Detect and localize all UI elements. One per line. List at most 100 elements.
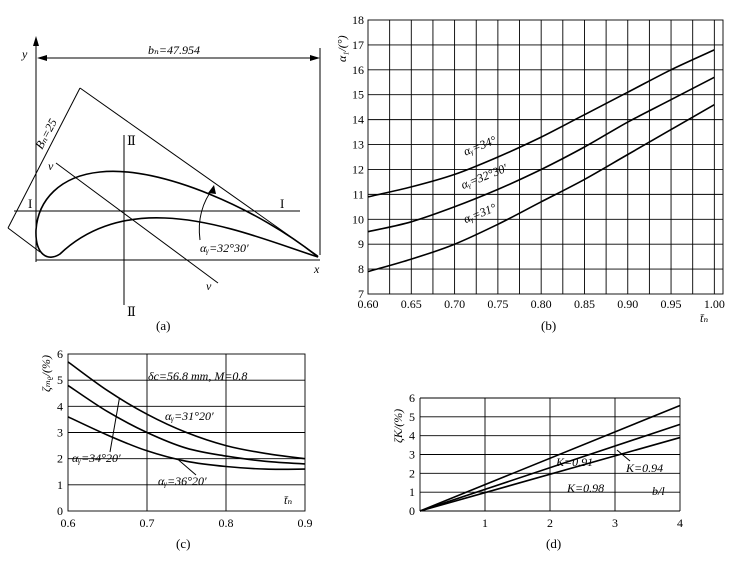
y-tick-label: 0 — [57, 504, 63, 518]
series-line — [419, 404, 681, 512]
section-II-top-label: Ⅱ — [127, 133, 136, 148]
y-tick-label: 1 — [409, 485, 415, 499]
x-tick-label: 0.7 — [140, 516, 155, 530]
x-tick-label: 3 — [612, 516, 618, 530]
B-dimension-line — [7, 87, 81, 229]
series-leader — [178, 459, 197, 476]
x-tick-label: 0.9 — [298, 516, 313, 530]
series-label: αᵧ=31°20′ — [165, 409, 214, 423]
series-leader — [616, 449, 631, 462]
v-top-label: v — [48, 159, 54, 173]
y-tick-label: 12 — [352, 162, 364, 176]
panel-b-xlabel: t̄ₙ — [700, 311, 708, 325]
series-line — [367, 104, 715, 273]
section-II-bottom-label: Ⅱ — [127, 304, 136, 319]
x-axis-label: x — [313, 262, 320, 276]
series-label: αᵧ=31° — [461, 200, 498, 226]
x-tick-label: 0.85 — [574, 297, 595, 311]
x-tick-label: 0.65 — [401, 297, 422, 311]
b-dimension-label: bₙ=47.954 — [148, 43, 200, 57]
x-tick-label: 0.6 — [61, 516, 76, 530]
y-tick-label: 15 — [352, 88, 364, 102]
y-axis-arrow-icon — [33, 36, 39, 46]
series-line — [419, 423, 681, 512]
y-tick-label: 5 — [57, 373, 63, 387]
series-label: αᵧ=34° — [461, 133, 498, 159]
panel-c: αᵧ=34°20′ αᵧ=31°20′ αᵧ=36°20′ 0.6 0.7 0.8 0.9… — [39, 347, 313, 551]
y-tick-label: 11 — [352, 187, 364, 201]
panel-d-series: K=0.91 K=0.94K=0.98 — [419, 404, 681, 512]
panel-b: αᵧ=34°αᵧ=32°30′αᵧ=31° 0.60 0.65 0.70 0.75 0.… — [335, 13, 725, 333]
y-tick-label: 6 — [409, 391, 415, 405]
section-I-left-label: I — [28, 196, 32, 211]
series-line — [67, 361, 306, 460]
panel-b-caption: (b) — [541, 318, 556, 333]
y-tick-label: 18 — [352, 13, 364, 27]
x-tick-label: 0.95 — [661, 297, 682, 311]
panel-c-caption: (c) — [176, 536, 190, 551]
panel-c-note: δc=56.8 mm, M=0.8 — [148, 369, 247, 383]
series-line — [67, 384, 306, 465]
b-arrow-right-icon — [310, 55, 320, 61]
panel-d-xlabel: b/l — [652, 484, 665, 498]
y-tick-label: 2 — [57, 452, 63, 466]
panel-d-grid — [419, 397, 681, 512]
B-extension-lower — [7, 227, 41, 253]
y-tick-label: 4 — [57, 399, 63, 413]
series-label: K=0.98 — [566, 481, 604, 495]
panel-a: y x bₙ=47.954 Bₙ=25 I I Ⅱ Ⅱ v v αᵧ=32°30… — [7, 36, 321, 333]
x-tick-label: 0.60 — [358, 297, 379, 311]
y-tick-label: 14 — [352, 113, 364, 127]
x-tick-label: 4 — [677, 516, 683, 530]
b-arrow-left-icon — [37, 55, 47, 61]
y-tick-label: 16 — [352, 63, 364, 77]
x-tick-label: 2 — [547, 516, 553, 530]
y-tick-label: 7 — [358, 287, 364, 301]
x-tick-label: 0.90 — [617, 297, 638, 311]
section-I-right-label: I — [280, 196, 284, 211]
panel-c-xlabel: t̄ₙ — [284, 493, 292, 507]
y-tick-label: 13 — [352, 138, 364, 152]
panel-a-caption: (a) — [156, 318, 170, 333]
x-tick-label: 0.75 — [487, 297, 508, 311]
series-leader — [109, 398, 120, 453]
panel-c-ticks: 0.6 0.7 0.8 0.9 0 1 2 3 4 5 6 — [57, 347, 313, 530]
panel-d-ticks: 1 2 3 4 0 1 2 3 4 5 6 — [409, 391, 683, 530]
series-label: αᵧ=34°20′ — [72, 451, 121, 465]
series-line — [67, 416, 306, 471]
panel-c-ylabel: ζₘᵨ/(%) — [39, 355, 53, 392]
panel-b-frame — [367, 19, 724, 295]
y-tick-label: 8 — [358, 262, 364, 276]
y-tick-label: 6 — [57, 347, 63, 361]
series-line — [367, 76, 715, 233]
y-tick-label: 17 — [352, 38, 364, 52]
y-tick-label: 2 — [409, 466, 415, 480]
y-axis-label: y — [21, 47, 28, 61]
y-tick-label: 1 — [57, 478, 63, 492]
panel-d-ylabel: ζK/(%) — [391, 409, 405, 443]
y-tick-label: 9 — [358, 237, 364, 251]
panel-c-series: αᵧ=34°20′ αᵧ=31°20′ αᵧ=36°20′ — [67, 361, 306, 488]
x-tick-label: 1.00 — [704, 297, 725, 311]
y-tick-label: 3 — [57, 426, 63, 440]
angle-arrow-icon — [208, 185, 216, 194]
v-line — [55, 162, 219, 284]
series-label: αᵧ=36°20′ — [158, 474, 207, 488]
y-tick-label: 5 — [409, 410, 415, 424]
y-tick-label: 4 — [409, 429, 415, 443]
y-tick-label: 0 — [409, 504, 415, 518]
blade-profile — [35, 170, 319, 258]
x-tick-label: 0.80 — [531, 297, 552, 311]
series-line — [419, 436, 681, 512]
x-tick-label: 0.8 — [219, 516, 234, 530]
panel-b-ticks: 0.60 0.65 0.70 0.75 0.80 0.85 0.90 0.95 1.00 7 8 9 1… — [352, 13, 725, 311]
series-line — [367, 49, 715, 198]
panel-b-grid — [368, 20, 723, 294]
series-label: K=0.94 — [625, 461, 663, 475]
y-tick-label: 3 — [409, 448, 415, 462]
panel-b-ylabel: α₁/(°) — [335, 35, 349, 62]
panel-d-caption: (d) — [546, 536, 561, 551]
x-tick-label: 1 — [482, 516, 488, 530]
